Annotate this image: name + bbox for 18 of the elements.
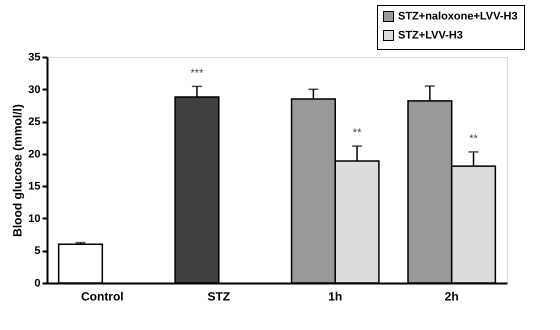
y-tick-label: 25: [28, 116, 40, 128]
x-tick-label: STZ: [207, 290, 230, 304]
legend-label: STZ+naloxone+LVV-H3: [398, 10, 518, 22]
annotation: ***: [190, 67, 204, 80]
legend-label: STZ+LVV-H3: [398, 30, 463, 42]
y-tick-label: 5: [34, 245, 40, 258]
y-tick-label: 15: [28, 180, 40, 193]
y-tick-label: 10: [28, 212, 40, 225]
x-tick-label: 1h: [328, 290, 342, 304]
annotation: **: [469, 132, 479, 145]
y-tick-label: 20: [28, 148, 40, 160]
x-tick-label: 2h: [444, 290, 459, 304]
y-axis-title: Blood glucose (mmol/l): [10, 104, 24, 237]
y-tick-label: 35: [28, 52, 40, 64]
annotation: **: [352, 127, 362, 140]
y-tick-label: 0: [34, 278, 40, 290]
x-tick-label: Control: [80, 290, 124, 304]
y-tick-label: 30: [28, 84, 40, 96]
